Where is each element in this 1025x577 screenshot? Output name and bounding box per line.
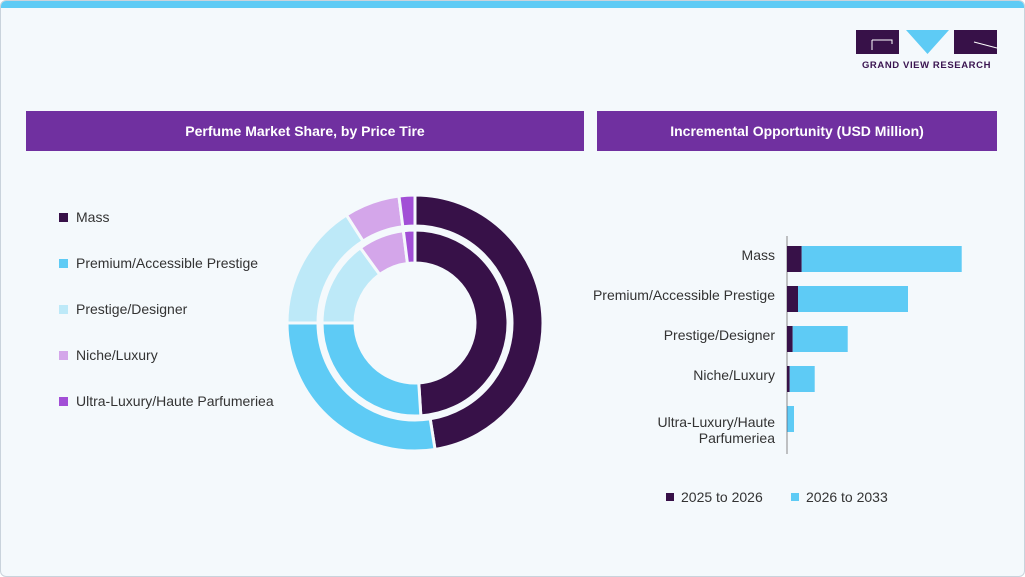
bar-category-label: Prestige/Designer [664,327,775,343]
legend-label: 2025 to 2026 [681,489,763,505]
legend-swatch [59,259,68,268]
bar-0-3 [787,366,790,392]
legend-swatch [791,493,799,501]
legend-label: 2026 to 2033 [806,489,888,505]
bar-0-0 [787,246,802,272]
bar-label-line: Niche/Luxury [693,367,775,383]
legend-swatch [59,213,68,222]
inner-slice-4 [401,228,417,266]
legend-label: Prestige/Designer [76,301,188,317]
legend-label: Premium/Accessible Prestige [76,255,259,271]
legend-swatch [59,351,68,360]
gvr-logo [856,30,997,54]
bar-0-1 [787,286,798,312]
bar-0-2 [787,326,793,352]
legend-item: Premium/Accessible Prestige [59,255,276,271]
legend-item: Ultra-Luxury/Haute Parfumeriea [59,393,276,409]
brand-name: GRAND VIEW RESEARCH [861,60,992,71]
bar-label-line: Parfumeriea [698,430,775,446]
legend-label: Ultra-Luxury/Haute Parfumeriea [76,393,274,409]
legend-label: Mass [76,209,110,225]
donut-chart [285,193,545,453]
bar-category-label: Ultra-Luxury/Haute Parfumeriea [658,414,776,446]
bar-legend-item: 2026 to 2033 [791,489,888,505]
bar-legend-item: 2025 to 2026 [666,489,763,505]
legend-swatch [666,493,674,501]
bar-label-line: Ultra-Luxury/Haute [657,414,776,430]
bar-1-2 [792,326,848,352]
legend-item: Niche/Luxury [59,347,276,363]
bar-1-0 [801,246,962,272]
bar-1-4 [787,406,794,432]
bar-1-3 [789,366,815,392]
bar-chart-title: Incremental Opportunity (USD Million) [597,111,997,151]
legend-item: Mass [59,209,276,225]
legend-label: Niche/Luxury [76,347,158,363]
legend-item: Prestige/Designer [59,301,276,317]
legend-swatch [59,305,68,314]
bar-1-1 [798,286,908,312]
top-accent-bar [1,1,1024,8]
outer-slice-0 [413,193,545,452]
donut-chart-title: Perfume Market Share, by Price Tire [26,111,584,151]
bar-label-line: Prestige/Designer [663,327,775,343]
bar-label-line: Mass [741,247,775,263]
legend-swatch [59,397,68,406]
bar-category-label: Niche/Luxury [693,367,775,383]
bar-category-label: Mass [742,247,775,263]
outer-slice-4 [397,193,417,229]
bar-category-label: Premium/Accessible Prestige [593,287,775,303]
inner-slice-0 [413,228,510,418]
bar-chart [786,236,962,454]
bar-label-line: Premium/Accessible Prestige [592,287,775,303]
